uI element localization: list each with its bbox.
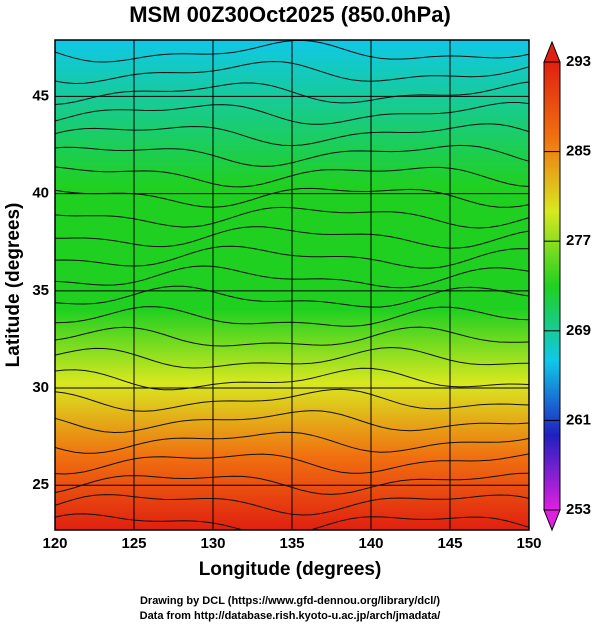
y-axis-label: Latitude (degrees) [3, 203, 24, 368]
x-tick-label: 125 [121, 535, 146, 552]
y-tick-label: 30 [32, 379, 49, 396]
colorbar-extend [543, 40, 561, 63]
x-tick-label: 120 [42, 535, 67, 552]
colorbar-tick-label: 285 [566, 143, 591, 160]
colorbar-tick-label: 269 [566, 322, 591, 339]
colorbar-tick-label: 277 [566, 232, 591, 249]
y-tick-label: 35 [32, 282, 49, 299]
x-axis-label: Longitude (degrees) [199, 559, 382, 580]
colorbar-extend [543, 509, 561, 532]
colorbar-tick-label: 253 [566, 501, 591, 518]
x-tick-label: 150 [516, 535, 541, 552]
y-tick-label: 45 [32, 87, 49, 104]
y-tick-label: 40 [32, 185, 49, 202]
x-tick-label: 135 [279, 535, 304, 552]
chart-title: MSM 00Z30Oct2025 (850.0hPa) [129, 2, 451, 27]
x-tick-label: 140 [358, 535, 383, 552]
colorbar [543, 61, 561, 511]
colorbar-tick-label: 293 [566, 53, 591, 70]
plot-frame [54, 39, 530, 531]
colorbar-tick-label: 261 [566, 411, 591, 428]
credit-line: Drawing by DCL (https://www.gfd-dennou.o… [140, 595, 440, 607]
y-tick-label: 25 [32, 476, 49, 493]
credit-line: Data from http://database.rish.kyoto-u.a… [140, 610, 441, 622]
x-tick-label: 145 [437, 535, 462, 552]
x-tick-label: 130 [200, 535, 225, 552]
